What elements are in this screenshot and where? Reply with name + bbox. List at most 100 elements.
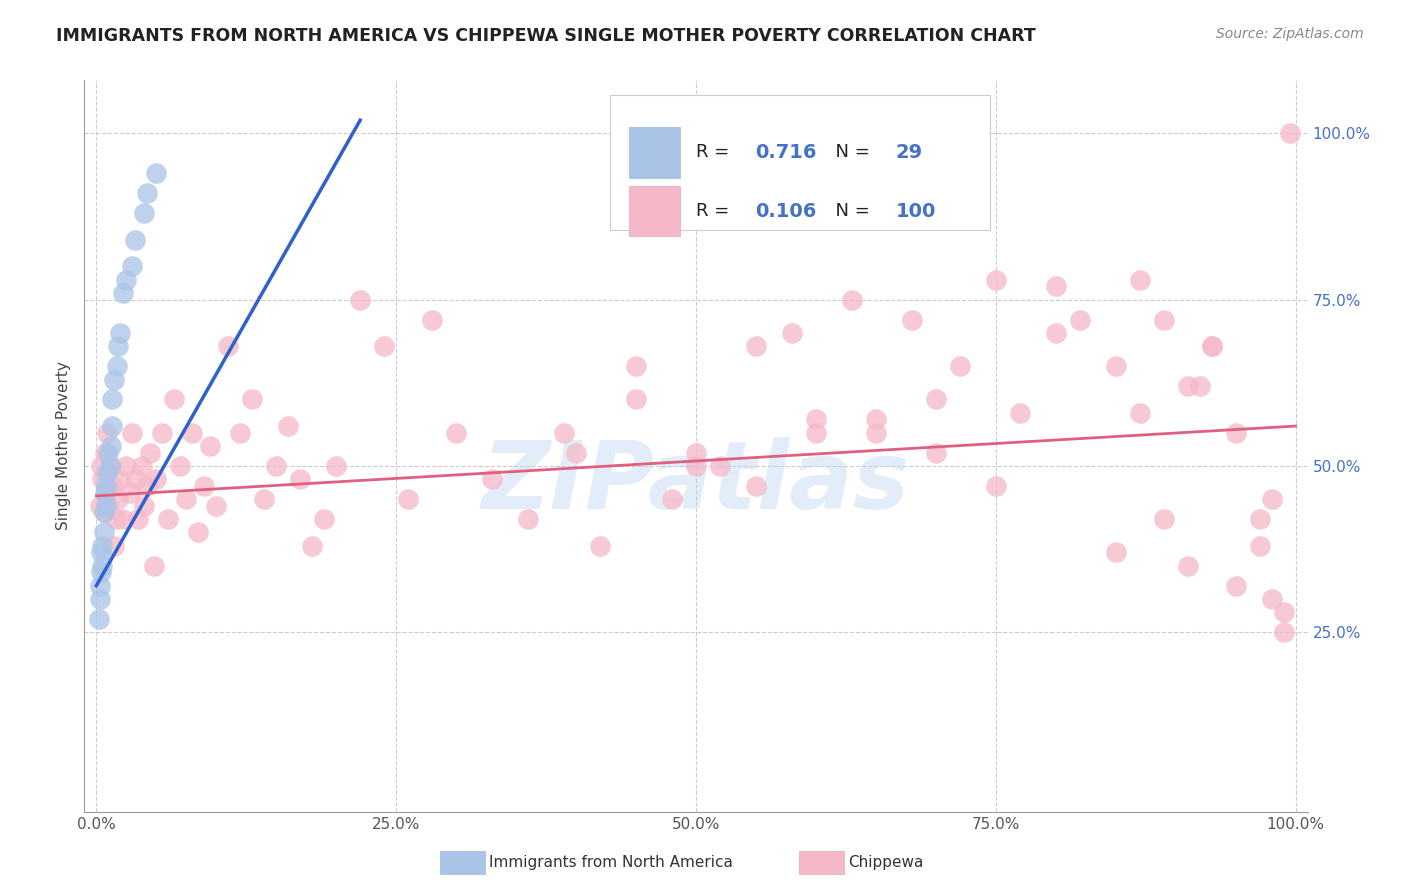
Point <box>1008 406 1031 420</box>
Point <box>1045 326 1067 340</box>
Text: IMMIGRANTS FROM NORTH AMERICA VS CHIPPEWA SINGLE MOTHER POVERTY CORRELATION CHAR: IMMIGRANTS FROM NORTH AMERICA VS CHIPPEW… <box>56 27 1036 45</box>
Point <box>709 458 731 473</box>
Point <box>91 472 114 486</box>
Point <box>1201 339 1223 353</box>
Point <box>103 372 125 386</box>
Point <box>481 472 503 486</box>
Point <box>125 472 148 486</box>
Point <box>685 458 707 473</box>
Point <box>110 326 132 340</box>
Point <box>127 512 149 526</box>
Point <box>131 458 153 473</box>
FancyBboxPatch shape <box>610 95 990 230</box>
Point <box>240 392 263 407</box>
Point <box>96 466 118 480</box>
FancyBboxPatch shape <box>628 186 681 236</box>
Point <box>1177 379 1199 393</box>
Text: 0.716: 0.716 <box>755 143 817 161</box>
Text: 29: 29 <box>896 143 922 161</box>
Point <box>101 479 124 493</box>
Point <box>110 472 132 486</box>
Text: R =: R = <box>696 144 735 161</box>
Text: N =: N = <box>824 202 876 220</box>
Point <box>420 312 443 326</box>
Text: Source: ZipAtlas.com: Source: ZipAtlas.com <box>1216 27 1364 41</box>
Point <box>97 445 120 459</box>
Point <box>200 439 222 453</box>
Point <box>87 612 110 626</box>
Point <box>301 539 323 553</box>
Point <box>93 506 115 520</box>
Point <box>163 392 186 407</box>
Point <box>157 512 180 526</box>
Point <box>142 558 165 573</box>
Point <box>89 591 111 606</box>
Point <box>661 492 683 507</box>
Point <box>100 439 122 453</box>
Point <box>145 472 167 486</box>
Point <box>1249 539 1271 553</box>
Point <box>1249 512 1271 526</box>
Point <box>187 525 209 540</box>
Point <box>96 425 118 440</box>
Point <box>685 445 707 459</box>
Point <box>1129 273 1152 287</box>
Point <box>121 260 143 274</box>
Point <box>94 479 117 493</box>
Point <box>745 479 768 493</box>
Point <box>121 425 143 440</box>
Point <box>804 425 827 440</box>
Point <box>229 425 252 440</box>
Point <box>111 512 134 526</box>
Point <box>89 499 111 513</box>
Point <box>624 392 647 407</box>
Point <box>349 293 371 307</box>
Point <box>865 412 887 426</box>
Point <box>135 479 157 493</box>
Point <box>139 445 162 459</box>
Point <box>134 206 156 220</box>
Point <box>1129 406 1152 420</box>
Point <box>90 566 112 580</box>
Point <box>91 539 114 553</box>
Point <box>101 392 124 407</box>
Point <box>90 545 112 559</box>
Point <box>1278 127 1301 141</box>
Point <box>205 499 228 513</box>
Text: 0.106: 0.106 <box>755 202 815 220</box>
Point <box>1225 579 1247 593</box>
Point <box>373 339 395 353</box>
Point <box>103 539 125 553</box>
Point <box>804 412 827 426</box>
Point <box>93 506 115 520</box>
Point <box>624 359 647 374</box>
Point <box>1045 279 1067 293</box>
Point <box>134 499 156 513</box>
Point <box>118 485 141 500</box>
Point <box>1260 492 1282 507</box>
Point <box>865 425 887 440</box>
Point <box>1272 625 1295 640</box>
Point <box>589 539 612 553</box>
Point <box>1272 605 1295 619</box>
Y-axis label: Single Mother Poverty: Single Mother Poverty <box>56 361 72 531</box>
Point <box>115 273 138 287</box>
Point <box>107 339 129 353</box>
Point <box>217 339 239 353</box>
Point <box>984 273 1007 287</box>
Point <box>277 419 299 434</box>
Point <box>100 458 122 473</box>
Point <box>1069 312 1091 326</box>
Point <box>1225 425 1247 440</box>
Point <box>925 392 948 407</box>
Point <box>169 458 191 473</box>
Point <box>94 499 117 513</box>
Point <box>135 186 157 201</box>
Text: R =: R = <box>696 202 735 220</box>
Point <box>101 419 124 434</box>
Point <box>104 512 127 526</box>
FancyBboxPatch shape <box>628 127 681 178</box>
Point <box>94 485 117 500</box>
Point <box>253 492 276 507</box>
Point <box>565 445 588 459</box>
